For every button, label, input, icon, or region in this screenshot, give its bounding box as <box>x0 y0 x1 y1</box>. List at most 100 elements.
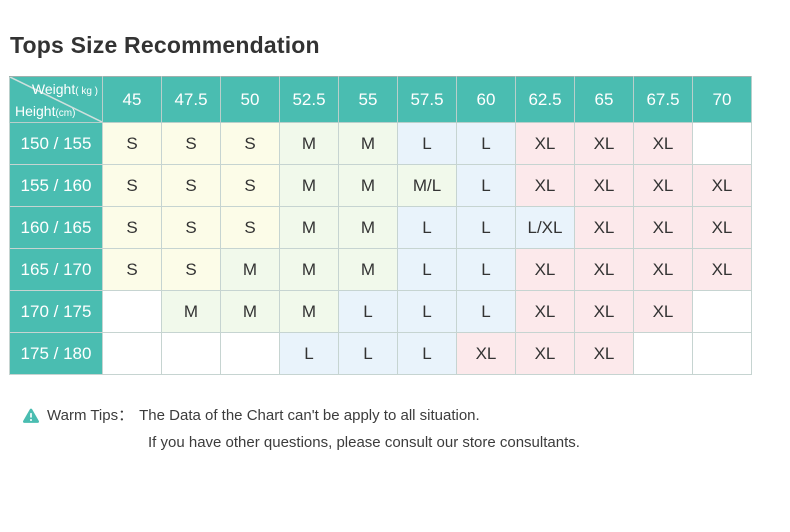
size-cell: S <box>102 122 162 165</box>
size-cell: L <box>456 164 516 207</box>
size-cell: S <box>102 248 162 291</box>
size-cell: L/XL <box>515 206 575 249</box>
size-cell: M <box>279 164 339 207</box>
height-header-cell: 155 / 160 <box>9 164 103 207</box>
size-cell: XL <box>574 122 634 165</box>
size-cell: XL <box>574 290 634 333</box>
size-cell: L <box>397 122 457 165</box>
size-cell: L <box>397 290 457 333</box>
table-header-row: Weight( kg ) Height(cm) 45 47.5 50 52.5 55 57… <box>9 76 752 123</box>
weight-header-cell: 47.5 <box>161 76 221 123</box>
size-cell: XL <box>633 290 693 333</box>
size-cell: L <box>456 290 516 333</box>
empty-cell <box>692 332 752 375</box>
empty-cell <box>692 290 752 333</box>
warm-tips: Warm Tips： The Data of the Chart can't b… <box>22 402 580 456</box>
height-axis-label: Height(cm) <box>15 103 76 119</box>
table-row: 170 / 175 M M M L L L XL XL XL <box>9 290 752 333</box>
table-row: 175 / 180 L L L XL XL XL <box>9 332 752 375</box>
empty-cell <box>102 290 162 333</box>
table-row: 165 / 170 S S M M M L L XL XL XL XL <box>9 248 752 291</box>
size-cell: L <box>456 248 516 291</box>
size-cell: XL <box>633 122 693 165</box>
height-header-cell: 150 / 155 <box>9 122 103 165</box>
size-cell: XL <box>515 290 575 333</box>
empty-cell <box>633 332 693 375</box>
size-cell: XL <box>692 206 752 249</box>
corner-header-cell: Weight( kg ) Height(cm) <box>9 76 103 123</box>
weight-header-cell: 60 <box>456 76 516 123</box>
weight-header-cell: 65 <box>574 76 634 123</box>
empty-cell <box>220 332 280 375</box>
size-cell: XL <box>633 206 693 249</box>
weight-header-cell: 57.5 <box>397 76 457 123</box>
weight-header-cell: 67.5 <box>633 76 693 123</box>
size-cell: M <box>338 164 398 207</box>
size-cell: XL <box>633 248 693 291</box>
size-cell: M <box>279 122 339 165</box>
size-cell: XL <box>456 332 516 375</box>
warm-tips-line1: Warm Tips： The Data of the Chart can't b… <box>22 402 580 429</box>
empty-cell <box>102 332 162 375</box>
size-cell: XL <box>574 248 634 291</box>
size-cell: L <box>456 206 516 249</box>
size-cell: M <box>338 248 398 291</box>
size-cell: S <box>161 122 221 165</box>
weight-header-cell: 55 <box>338 76 398 123</box>
weight-header-cell: 45 <box>102 76 162 123</box>
weight-header-cell: 52.5 <box>279 76 339 123</box>
warning-triangle-icon <box>22 408 40 423</box>
warm-tips-text-1: The Data of the Chart can't be apply to … <box>139 407 480 424</box>
size-cell: S <box>161 164 221 207</box>
empty-cell <box>692 122 752 165</box>
size-cell: L <box>397 248 457 291</box>
size-cell: M <box>220 248 280 291</box>
size-cell: S <box>220 122 280 165</box>
table-row: 150 / 155 S S S M M L L XL XL XL <box>9 122 752 165</box>
size-cell: S <box>220 206 280 249</box>
size-cell: S <box>102 164 162 207</box>
warm-tips-label: Warm Tips： <box>47 407 134 424</box>
size-cell: M <box>338 206 398 249</box>
size-cell: M <box>220 290 280 333</box>
size-cell: M <box>279 248 339 291</box>
size-cell: XL <box>515 332 575 375</box>
page-title: Tops Size Recommendation <box>10 32 320 58</box>
size-cell: L <box>279 332 339 375</box>
size-cell: XL <box>515 164 575 207</box>
size-cell: M <box>279 290 339 333</box>
size-cell: XL <box>574 332 634 375</box>
size-cell: M <box>161 290 221 333</box>
size-cell: L <box>397 206 457 249</box>
height-header-cell: 160 / 165 <box>9 206 103 249</box>
weight-header-cell: 62.5 <box>515 76 575 123</box>
size-cell: XL <box>515 248 575 291</box>
height-header-cell: 165 / 170 <box>9 248 103 291</box>
weight-header-cell: 50 <box>220 76 280 123</box>
size-cell: M/L <box>397 164 457 207</box>
diagonal-divider <box>10 77 102 122</box>
size-cell: XL <box>515 122 575 165</box>
size-cell: XL <box>574 164 634 207</box>
warm-tips-text-2: If you have other questions, please cons… <box>148 434 580 451</box>
size-recommendation-table: Weight( kg ) Height(cm) 45 47.5 50 52.5 55 57… <box>9 76 752 375</box>
size-cell: L <box>338 332 398 375</box>
size-cell: S <box>161 248 221 291</box>
size-cell: XL <box>574 206 634 249</box>
size-cell: L <box>338 290 398 333</box>
size-cell: L <box>397 332 457 375</box>
weight-header-cell: 70 <box>692 76 752 123</box>
weight-axis-label: Weight( kg ) <box>31 81 98 97</box>
size-cell: M <box>279 206 339 249</box>
size-cell: XL <box>633 164 693 207</box>
size-cell: L <box>456 122 516 165</box>
table-row: 155 / 160 S S S M M M/L L XL XL XL XL <box>9 164 752 207</box>
size-cell: S <box>102 206 162 249</box>
size-cell: XL <box>692 248 752 291</box>
size-cell: S <box>161 206 221 249</box>
empty-cell <box>161 332 221 375</box>
size-cell: XL <box>692 164 752 207</box>
size-cell: M <box>338 122 398 165</box>
table-row: 160 / 165 S S S M M L L L/XL XL XL XL <box>9 206 752 249</box>
height-header-cell: 170 / 175 <box>9 290 103 333</box>
